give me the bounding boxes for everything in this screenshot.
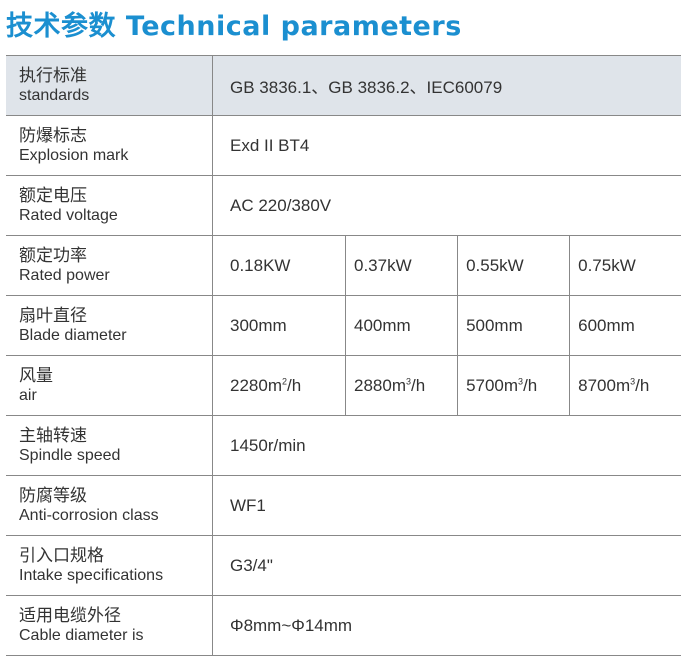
param-value: 400mm [345,295,459,356]
param-value: 2880m3/h [345,355,459,416]
param-value: 0.55kW [457,235,571,296]
page-title: 技术参数 Technical parameters [6,11,462,42]
param-value: 300mm [212,295,346,356]
label-en: standards [19,86,90,104]
param-value: 2280m2/h [212,355,346,416]
label-en: Blade diameter [19,326,127,344]
label-en: Spindle speed [19,446,121,464]
param-label: 额定电压 Rated voltage [6,175,213,236]
label-zh: 风量 [19,365,53,385]
param-label: 引入口规格 Intake specifications [6,535,213,596]
table-row: 主轴转速 Spindle speed 1450r/min [6,415,681,476]
param-value: 0.75kW [569,235,681,296]
label-zh: 防腐等级 [19,485,87,505]
param-label: 风量 air [6,355,213,416]
label-zh: 扇叶直径 [19,305,87,325]
param-label: 主轴转速 Spindle speed [6,415,213,476]
param-label: 适用电缆外径 Cable diameter is [6,595,213,656]
label-zh: 额定功率 [19,245,87,265]
label-zh: 执行标准 [19,65,87,85]
table-row: 风量 air 2280m2/h 2880m3/h 5700m3/h 8700m3/h [6,355,681,416]
param-value: Φ8mm~Φ14mm [212,595,681,656]
table-row: 额定功率 Rated power 0.18KW 0.37kW 0.55kW 0.75kW [6,235,681,296]
label-en: Anti-corrosion class [19,506,159,524]
param-value: 8700m3/h [569,355,681,416]
label-zh: 适用电缆外径 [19,605,121,625]
param-value: Exd II BT4 [212,115,681,176]
param-value: 500mm [457,295,571,356]
table-row: 额定电压 Rated voltage AC 220/380V [6,175,681,236]
param-value: 5700m3/h [457,355,571,416]
param-value: 0.18KW [212,235,346,296]
param-value: 0.37kW [345,235,459,296]
param-value: 1450r/min [212,415,681,476]
label-en: Cable diameter is [19,626,144,644]
param-label: 防爆标志 Explosion mark [6,115,213,176]
table-row: 适用电缆外径 Cable diameter is Φ8mm~Φ14mm [6,595,681,656]
label-zh: 防爆标志 [19,125,87,145]
param-label: 扇叶直径 Blade diameter [6,295,213,356]
label-en: Rated voltage [19,206,118,224]
param-label: 执行标准 standards [6,55,213,116]
param-value: WF1 [212,475,681,536]
table-row: 扇叶直径 Blade diameter 300mm 400mm 500mm 600mm [6,295,681,356]
table-row: 防腐等级 Anti-corrosion class WF1 [6,475,681,536]
table-row: 执行标准 standards GB 3836.1、GB 3836.2、IEC6007… [6,55,681,116]
label-en: Rated power [19,266,110,284]
param-value: 600mm [569,295,681,356]
label-en: Explosion mark [19,146,129,164]
parameters-table: 执行标准 standards GB 3836.1、GB 3836.2、IEC6007… [6,55,681,656]
param-value: GB 3836.1、GB 3836.2、IEC60079 [212,55,681,116]
label-zh: 额定电压 [19,185,87,205]
table-row: 引入口规格 Intake specifications G3/4" [6,535,681,596]
param-value: AC 220/380V [212,175,681,236]
param-label: 额定功率 Rated power [6,235,213,296]
label-en: air [19,386,37,404]
table-row: 防爆标志 Explosion mark Exd II BT4 [6,115,681,176]
label-zh: 主轴转速 [19,425,87,445]
param-value: G3/4" [212,535,681,596]
param-label: 防腐等级 Anti-corrosion class [6,475,213,536]
label-en: Intake specifications [19,566,164,584]
label-zh: 引入口规格 [19,545,104,565]
